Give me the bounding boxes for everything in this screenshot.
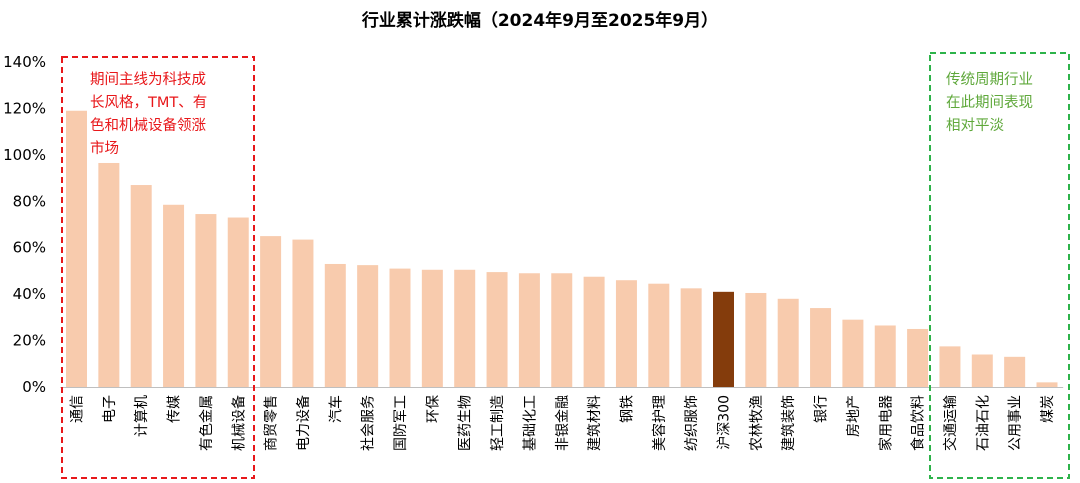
bar-3 (163, 204, 185, 387)
x-tick-label: 公用事业 (1008, 395, 1024, 451)
x-tick-label: 钢铁 (619, 395, 635, 423)
y-tick-label: 100% (3, 146, 46, 164)
red-annotation-text: 色和机械设备领涨 (90, 117, 206, 134)
bar-12 (454, 269, 476, 387)
bar-0 (66, 110, 87, 387)
x-tick-label: 通信 (70, 395, 86, 423)
y-axis: 0% 20% 40% 60% 80% 100% 120% 140% (3, 53, 46, 396)
y-tick-label: 40% (13, 285, 46, 303)
x-tick-label: 传媒 (167, 395, 183, 423)
bar-4 (195, 214, 217, 387)
bar-29 (1004, 356, 1026, 387)
x-tick-label: 交通运输 (942, 395, 959, 451)
bar-17 (615, 280, 637, 387)
y-tick-label: 80% (13, 192, 46, 210)
x-tick-label: 家用电器 (877, 395, 894, 451)
green-annotation-text: 在此期间表现 (946, 94, 1033, 111)
chart-title: 行业累计涨跌幅（2024年9月至2025年9月） (361, 10, 718, 31)
x-tick-label: 农林牧渔 (749, 395, 765, 451)
x-tick-label: 电力设备 (295, 395, 312, 451)
bar-13 (486, 272, 508, 387)
bar-5 (227, 217, 249, 387)
x-tick-label: 医药生物 (458, 395, 474, 451)
green-annotation-text: 传统周期行业 (946, 71, 1033, 88)
bar-25 (874, 325, 896, 387)
x-axis: 通信 电子 计算机 传媒 有色金属 机械设备 商贸零售 电力设备 汽车 社会服务 国防军工 环保 医药生… (70, 395, 1057, 451)
x-tick-label: 非银金融 (555, 395, 571, 451)
bar-28 (971, 354, 993, 387)
x-tick-label: 纺织服饰 (684, 395, 700, 451)
y-tick-label: 20% (13, 332, 46, 350)
x-tick-label: 社会服务 (361, 395, 377, 451)
bar-11 (421, 269, 443, 387)
red-annotation-text: 市场 (90, 140, 119, 157)
x-tick-label: 沪深300 (717, 395, 733, 450)
bar-30 (1036, 382, 1058, 387)
x-tick-label: 汽车 (327, 395, 344, 423)
red-annotation-box (61, 56, 255, 479)
x-tick-label: 有色金属 (198, 395, 215, 451)
bar-15 (551, 273, 573, 387)
bar-16 (583, 276, 605, 387)
bars (66, 110, 1058, 387)
bar-7 (292, 239, 314, 387)
bar-6 (260, 236, 282, 387)
bar-14 (518, 273, 540, 387)
bar-21 (745, 292, 767, 387)
red-annotation-text: 期间主线为科技成 (90, 71, 206, 88)
x-tick-label: 银行 (814, 395, 830, 423)
bar-22 (777, 298, 799, 387)
bar-9 (357, 265, 379, 387)
x-tick-label: 机械设备 (230, 395, 247, 451)
x-tick-label: 轻工制造 (490, 395, 506, 451)
bar-2 (130, 185, 152, 387)
x-tick-label: 国防军工 (393, 395, 409, 451)
y-tick-label: 140% (3, 53, 46, 71)
x-tick-label: 煤炭 (1040, 395, 1056, 423)
bar-24 (842, 319, 864, 387)
x-tick-label: 建筑装饰 (781, 395, 797, 451)
bar-26 (907, 328, 929, 387)
y-tick-label: 0% (22, 378, 46, 396)
red-annotation-text: 长风格，TMT、有 (90, 94, 207, 111)
x-tick-label: 基础化工 (521, 395, 538, 451)
x-tick-label: 商贸零售 (264, 395, 280, 451)
x-tick-label: 电子 (102, 395, 118, 423)
bar-19 (680, 288, 702, 387)
bar-8 (324, 263, 346, 387)
x-tick-label: 食品饮料 (910, 395, 927, 451)
green-annotation-text: 相对平淡 (946, 117, 1004, 134)
x-tick-label: 环保 (425, 395, 441, 423)
bar-20 (713, 291, 734, 387)
x-tick-label: 建筑材料 (587, 395, 603, 451)
bar-27 (939, 346, 961, 387)
bar-18 (648, 283, 670, 387)
green-annotation-box (929, 52, 1070, 479)
y-tick-label: 60% (13, 239, 46, 257)
bar-10 (389, 268, 411, 387)
bar-1 (98, 162, 120, 387)
x-tick-label: 房地产 (846, 395, 862, 437)
x-tick-label: 美容护理 (651, 395, 668, 451)
x-tick-label: 计算机 (134, 395, 150, 437)
x-tick-label: 石油石化 (975, 395, 991, 451)
y-tick-label: 120% (3, 99, 46, 117)
bar-23 (810, 308, 832, 387)
